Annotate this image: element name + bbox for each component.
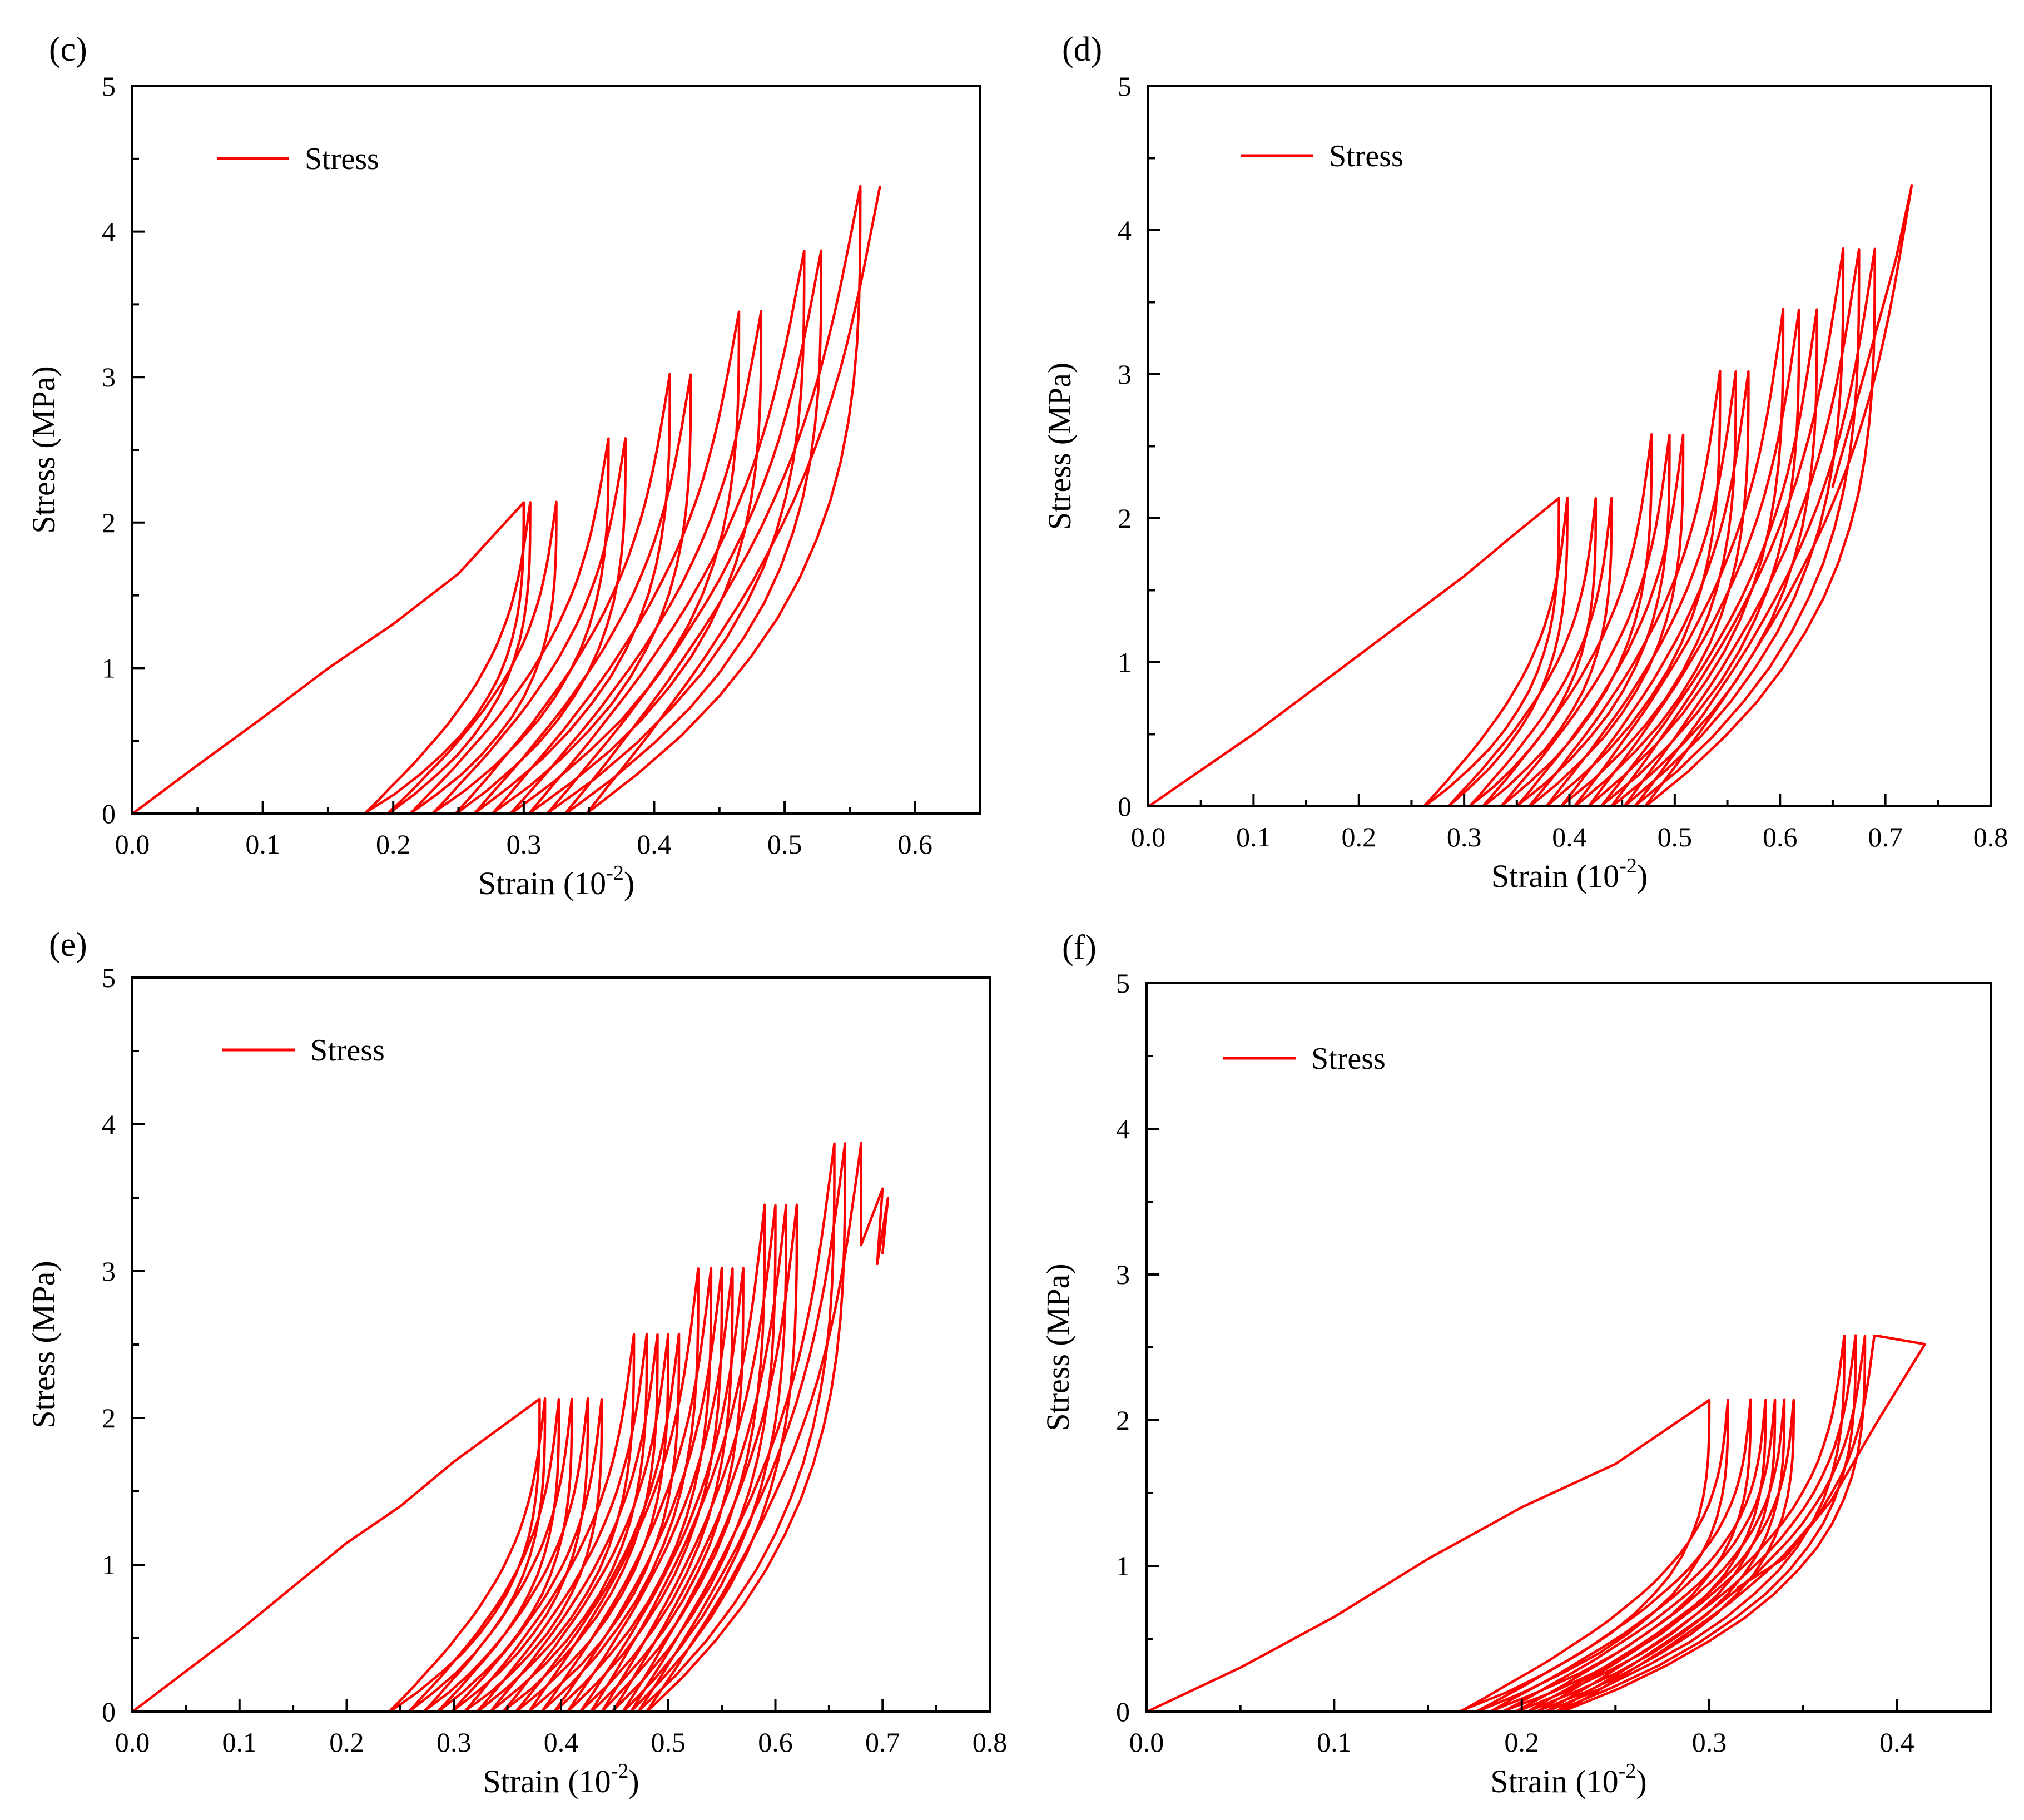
x-tick-label: 0.4	[637, 829, 672, 860]
x-tick-label: 0.8	[1973, 821, 2008, 852]
y-axis-title: Stress (MPa)	[1041, 363, 1078, 530]
x-axis-title: Strain (10-2)	[478, 861, 634, 901]
x-tick-label: 0.3	[507, 829, 542, 860]
chart-panel-2: (e) 0.0 0.1 0.2 0.3 0.4 0.5 0.6 0.7 0.8 0 1 2 3 4 5 Stra…	[26, 926, 1007, 1799]
y-tick-label: 3	[102, 361, 116, 393]
x-tick-label: 0.0	[115, 829, 150, 860]
x-tick-label: 0.2	[329, 1727, 364, 1758]
x-tick-label: 0.3	[436, 1727, 472, 1758]
y-axis-title: Stress (MPa)	[26, 1261, 62, 1428]
x-tick-label: 0.4	[544, 1727, 579, 1758]
x-tick-label: 0.2	[376, 829, 411, 860]
legend-label: Stress	[1329, 139, 1403, 173]
y-tick-label: 3	[1118, 359, 1132, 390]
x-tick-label: 0.8	[973, 1727, 1008, 1758]
y-tick-label: 2	[1118, 503, 1132, 534]
x-tick-label: 0.0	[115, 1727, 150, 1758]
x-tick-label: 0.5	[1658, 821, 1693, 852]
y-tick-label: 1	[1116, 1550, 1130, 1581]
y-tick-label: 3	[1116, 1259, 1130, 1290]
x-tick-label: 0.0	[1129, 1727, 1164, 1758]
x-tick-label: 0.6	[758, 1727, 793, 1758]
y-tick-label: 2	[102, 1402, 116, 1434]
x-tick-label: 0.4	[1879, 1727, 1914, 1758]
x-tick-label: 0.1	[222, 1727, 257, 1758]
x-tick-label: 0.1	[245, 829, 280, 860]
y-tick-label: 0	[1116, 1696, 1130, 1727]
y-tick-label: 2	[1116, 1405, 1130, 1436]
x-tick-label: 0.1	[1236, 821, 1271, 852]
x-tick-label: 0.7	[1868, 821, 1903, 852]
y-axis-title: Stress (MPa)	[1040, 1263, 1076, 1431]
x-tick-label: 0.3	[1447, 821, 1482, 852]
y-tick-label: 0	[102, 798, 116, 829]
y-tick-label: 5	[102, 962, 116, 993]
x-tick-label: 0.0	[1131, 821, 1166, 852]
y-tick-label: 4	[102, 1109, 116, 1140]
x-tick-label: 0.6	[897, 829, 932, 860]
x-axis-title: Strain (10-2)	[1491, 854, 1648, 894]
plot-frame	[131, 85, 981, 815]
x-tick-label: 0.5	[767, 829, 802, 860]
x-tick-label: 0.6	[1763, 821, 1798, 852]
y-axis-title: Stress (MPa)	[26, 366, 62, 533]
panel-label: (d)	[1062, 31, 1102, 68]
x-tick-label: 0.4	[1552, 821, 1587, 852]
x-tick-label: 0.1	[1317, 1727, 1352, 1758]
y-tick-label: 4	[1118, 215, 1132, 246]
chart-panel-0: (c) 0.0 0.1 0.2 0.3 0.4 0.5 0.6 0 1 2 3 4 5 Strain (10…	[26, 31, 981, 901]
y-tick-label: 5	[102, 71, 116, 102]
stress-series-line	[1148, 184, 1913, 806]
y-tick-label: 3	[102, 1256, 116, 1287]
y-tick-label: 0	[102, 1696, 116, 1727]
plot-frame	[1147, 85, 1992, 807]
panel-label: (f)	[1062, 929, 1097, 966]
x-tick-label: 0.3	[1692, 1727, 1727, 1758]
x-tick-label: 0.2	[1504, 1727, 1539, 1758]
y-tick-label: 1	[102, 1549, 116, 1580]
y-tick-label: 5	[1116, 968, 1130, 999]
x-axis-title: Strain (10-2)	[1490, 1759, 1646, 1799]
stress-series-line	[132, 185, 881, 814]
y-tick-label: 0	[1118, 791, 1132, 822]
chart-panel-1: (d) 0.0 0.1 0.2 0.3 0.4 0.5 0.6 0.7 0.8 0 1 2 3 4 5 Stra…	[1041, 31, 2008, 894]
x-tick-label: 0.2	[1342, 821, 1377, 852]
x-tick-label: 0.7	[865, 1727, 900, 1758]
y-tick-label: 4	[102, 216, 116, 247]
stress-series-line	[1147, 1334, 1927, 1712]
stress-series-line	[132, 1142, 890, 1712]
x-axis-title: Strain (10-2)	[483, 1759, 639, 1799]
y-tick-label: 1	[1118, 647, 1132, 678]
y-tick-label: 4	[1116, 1113, 1130, 1144]
y-tick-label: 1	[102, 652, 116, 683]
panel-label: (e)	[49, 926, 87, 964]
legend-label: Stress	[310, 1033, 385, 1068]
panel-label: (c)	[49, 31, 87, 68]
chart-panel-3: (f) 0.0 0.1 0.2 0.3 0.4 0 1 2 3 4 5 Strain (10-2) Str…	[1040, 929, 1992, 1799]
y-tick-label: 2	[102, 507, 116, 538]
legend-label: Stress	[305, 142, 379, 176]
x-tick-label: 0.5	[651, 1727, 686, 1758]
legend-label: Stress	[1311, 1042, 1386, 1076]
y-tick-label: 5	[1118, 71, 1132, 102]
